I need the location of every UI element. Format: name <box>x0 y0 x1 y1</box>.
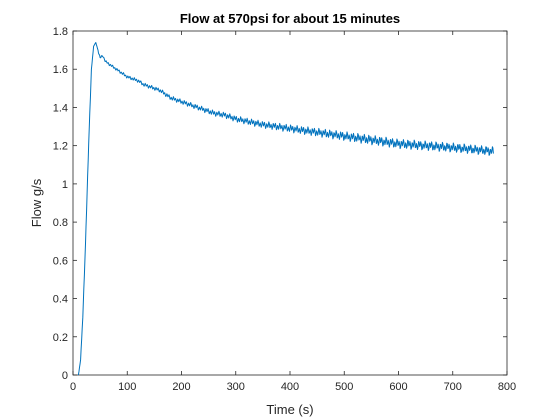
x-tick-label: 200 <box>172 381 190 393</box>
x-axis-ticks: 0 100 200 300 400 500 600 700 800 <box>70 31 516 393</box>
y-tick-label: 1 <box>62 179 68 191</box>
chart-title: Flow at 570psi for about 15 minutes <box>180 11 400 26</box>
x-tick-label: 300 <box>227 381 245 393</box>
y-tick-label: 1.8 <box>53 26 68 38</box>
x-tick-label: 400 <box>281 381 299 393</box>
y-tick-label: 1.6 <box>53 64 68 76</box>
y-tick-label: 1.4 <box>53 102 68 114</box>
x-tick-label: 0 <box>70 381 76 393</box>
series-layer <box>77 42 494 376</box>
y-axis-ticks: 0 0.2 0.4 0.6 0.8 1 1.2 1.4 1.6 1.8 <box>53 26 507 382</box>
y-tick-label: 0.2 <box>53 332 68 344</box>
y-tick-label: 1.2 <box>53 141 68 153</box>
x-tick-label: 100 <box>118 381 136 393</box>
y-tick-label: 0.6 <box>53 255 68 267</box>
y-tick-label: 0 <box>62 370 68 382</box>
x-tick-label: 700 <box>444 381 462 393</box>
y-tick-label: 0.4 <box>53 294 68 306</box>
y-axis-label: Flow g/s <box>29 178 44 227</box>
y-tick-label: 0.8 <box>53 217 68 229</box>
x-tick-label: 800 <box>498 381 516 393</box>
plot-area <box>72 30 508 376</box>
x-tick-label: 600 <box>389 381 407 393</box>
x-axis-label: Time (s) <box>266 402 313 417</box>
plot-axes: 0 100 200 300 400 500 600 700 800 0 0.2 0.4 0.6 0.8 1… <box>53 26 516 393</box>
series-line-flow <box>77 42 494 376</box>
x-tick-label: 500 <box>335 381 353 393</box>
